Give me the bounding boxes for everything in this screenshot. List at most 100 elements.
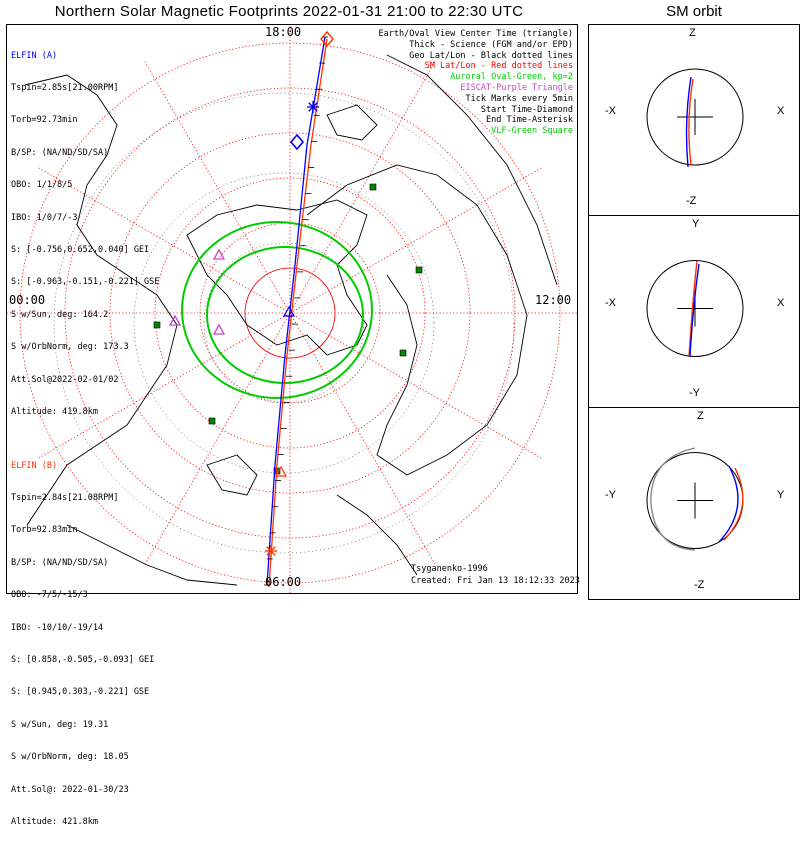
orbit-plot-xy: [646, 260, 744, 357]
legend-item: Tick Marks every 5min: [465, 93, 573, 104]
orbit-ghost: [650, 447, 696, 551]
sm-latitude-circle: [154, 177, 426, 449]
elfin-b-name: ELFIN (B): [11, 460, 58, 471]
coastline: [24, 74, 178, 526]
legend-item: Earth/Oval View Center Time (triangle): [378, 29, 573, 39]
elfin-b-orbit: [723, 467, 744, 541]
orbit-panel-xy: Y -Y -X X: [588, 215, 800, 408]
orbit-title: SM orbit: [666, 3, 722, 20]
elfin-a-line: Torb=92.73min: [11, 115, 78, 126]
axis-label-bottom: -Z: [686, 195, 697, 207]
elfin-a-info: ELFIN (A) Tspin=2.85s[21.00RPM] Torb=92.…: [11, 29, 159, 439]
axis-label-top: Z: [689, 27, 696, 39]
geo-latitude-circle: [133, 172, 435, 474]
legend-item: Start Time-Diamond: [480, 104, 573, 115]
elfin-a-end-asterisk: [307, 101, 319, 113]
elfin-a-orbit: [718, 465, 739, 543]
elfin-b-track: [268, 38, 328, 588]
sm-latitude-circle: [109, 132, 471, 494]
legend-item: Geo Lat/Lon - Black dotted lines: [409, 50, 573, 61]
vlf-station-square: [208, 417, 216, 425]
elfin-b-line: S w/OrbNorm, deg: 18.05: [11, 752, 129, 763]
elfin-b-info: ELFIN (B) Tspin=2.84s[21.08RPM] Torb=92.…: [11, 439, 154, 849]
elfin-b-line: S w/Sun, deg: 19.31: [11, 719, 109, 730]
eiscat-triangle: [168, 314, 182, 326]
elfin-a-line: Att.Sol@2022-02-01/02: [11, 374, 119, 385]
vlf-station-square: [415, 266, 423, 274]
elfin-a-line: S w/Sun, deg: 164.2: [11, 309, 109, 320]
elfin-a-line: Altitude: 419.8km: [11, 406, 98, 417]
elfin-b-end-asterisk: [265, 545, 277, 557]
elfin-b-line: B/SP: (NA/ND/SD/SA): [11, 557, 109, 568]
elfin-b-line: Tspin=2.84s[21.08RPM]: [11, 492, 119, 503]
sm-latitude-circle: [19, 42, 561, 584]
coastline: [306, 164, 528, 476]
legend-item: VLF-Green Square: [491, 126, 573, 137]
page-title: Northern Solar Magnetic Footprints 2022-…: [54, 3, 524, 20]
sm-meridian: [144, 61, 291, 314]
vlf-station-square: [369, 183, 377, 191]
axis-label-right: X: [777, 105, 785, 117]
sm-meridian: [144, 312, 291, 565]
vlf-station-square: [399, 349, 407, 357]
elfin-b-line: OBO: -7/5/-15/3: [11, 590, 88, 601]
sm-meridian: [289, 61, 436, 314]
geo-latitude-circle: [203, 242, 365, 404]
elfin-a-line: S: [-0.963,-0.151,-0.221] GSE: [11, 277, 160, 288]
elfin-a-orbit: [685, 76, 692, 168]
geo-latitude-circle: [53, 92, 515, 554]
axis-label-top: Y: [692, 218, 700, 230]
vlf-station-square: [153, 321, 161, 329]
coastline: [326, 104, 378, 141]
axis-label-left: -Y: [605, 489, 616, 501]
axis-label-left: -X: [605, 297, 616, 309]
coastline: [206, 454, 258, 496]
elfin-a-line: Tspin=2.85s[21.00RPM]: [11, 82, 119, 93]
axis-label-left: -X: [605, 105, 616, 117]
footprint-map: [7, 25, 579, 595]
mlt-label-top: 18:00: [265, 25, 302, 39]
sm-meridian: [289, 312, 542, 459]
elfin-b-line: S: [0.945,0.303,-0.221] GSE: [11, 687, 150, 698]
axis-label-right: X: [777, 297, 785, 309]
model-credit: Tsyganenko-1996: [411, 564, 488, 574]
legend-item: End Time-Asterisk: [486, 115, 573, 126]
orbit-plot-yz: [646, 447, 744, 551]
elfin-a-name: ELFIN (A): [11, 50, 58, 61]
elfin-b-orbit: [688, 260, 698, 357]
elfin-b-orbit: [688, 78, 694, 166]
elfin-a-line: B/SP: (NA/ND/SD/SA): [11, 147, 109, 158]
mlt-label-bottom: 06:00: [265, 575, 302, 589]
elfin-a-start-diamond: [289, 133, 305, 151]
coastline: [66, 524, 238, 586]
map-legend: Earth/Oval View Center Time (triangle) Th…: [379, 29, 573, 137]
elfin-b-start-diamond: [320, 30, 334, 48]
sm-meridian: [38, 167, 291, 314]
legend-item: Thick - Science (FGM and/or EPD): [409, 39, 573, 50]
earth-circle: [646, 260, 744, 357]
asterisk-stroke: [308, 102, 318, 112]
asterisk-stroke: [266, 546, 276, 556]
axis-label-bottom: -Z: [694, 579, 705, 591]
elfin-b-line: Att.Sol@: 2022-01-30/23: [11, 784, 129, 795]
elfin-a-track: [266, 36, 326, 586]
legend-item: Auroral Oval-Green, kp=2: [450, 72, 573, 83]
view-center-triangle: [282, 305, 296, 317]
sm-meridian: [289, 167, 542, 314]
elfin-a-line: OBO: 1/1/8/5: [11, 180, 73, 191]
orbit-plot-xz: [646, 68, 744, 168]
elfin-a-orbit: [689, 263, 700, 357]
elfin-b-line: IBO: -10/10/-19/14: [11, 622, 104, 633]
auroral-oval-outer: [181, 221, 373, 399]
eiscat-triangle: [212, 248, 226, 260]
sm-latitude-circle: [199, 222, 381, 404]
coastline: [386, 54, 558, 286]
axis-label-right: Y: [777, 489, 785, 501]
elfin-b-line: Torb=92.83min: [11, 525, 78, 536]
legend-item: SM Lat/Lon - Red dotted lines: [424, 61, 573, 72]
earth-circle: [646, 68, 744, 166]
axis-label-bottom: -Y: [689, 387, 700, 399]
sm-meridian: [289, 312, 436, 565]
elfin-b-line: Altitude: 421.8km: [11, 816, 98, 827]
footprint-map-panel: 18:00 00:00 12:00 06:00 ELFIN (A) Tspin=…: [6, 24, 580, 827]
